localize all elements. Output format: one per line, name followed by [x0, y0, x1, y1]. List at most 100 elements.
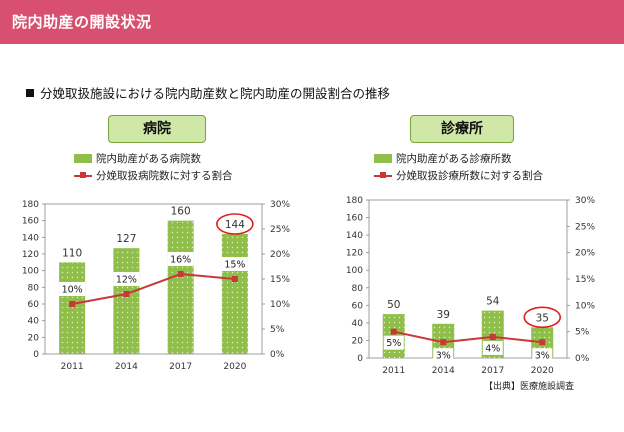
- page-title: 院内助産の開設状況: [12, 13, 152, 31]
- square-bullet-icon: [26, 89, 34, 97]
- bar-value-label: 110: [62, 247, 82, 259]
- bar-swatch-icon: [374, 154, 392, 163]
- line-marker-icon: [74, 171, 92, 180]
- y-left-tick-label: 160: [22, 217, 39, 227]
- chart-hospital: 0 20 40 60 80 100 120 140 160 180 0% 5% 10% 15% 20% 25%…: [22, 200, 291, 372]
- section-subtitle: 分娩取扱施設における院内助産数と院内助産の開設割合の推移: [26, 83, 390, 102]
- ratio-label: 3%: [436, 351, 451, 362]
- ratio-point: [390, 328, 397, 335]
- ratio-label-box: [532, 348, 553, 363]
- legend-item-bar: 院内助産がある診療所数: [374, 150, 543, 167]
- x-tick-label: 2014: [115, 362, 138, 372]
- y-left-tick-label: 160: [346, 214, 363, 224]
- bar: [167, 220, 194, 354]
- highlight-ellipse: [523, 306, 562, 329]
- y-left-tick-label: 120: [346, 249, 363, 259]
- y-left-tick-label: 180: [22, 200, 39, 210]
- ratio-point: [123, 291, 130, 297]
- x-tick-label: 2017: [481, 366, 504, 376]
- y-right-tick-label: 20%: [575, 249, 595, 259]
- legend-label: 院内助産がある診療所数: [396, 153, 512, 165]
- bar-value-label: 50: [387, 299, 400, 311]
- ratio-label-box: [167, 252, 194, 266]
- legend-hospital: 院内助産がある病院数 分娩取扱病院数に対する割合: [74, 150, 233, 184]
- highlight-ellipse: [216, 213, 254, 235]
- bar: [59, 262, 86, 354]
- x-tick-label: 2020: [531, 366, 554, 376]
- ratio-label: 4%: [485, 343, 500, 354]
- y-right-tick-label: 5%: [270, 325, 285, 335]
- y-left-tick-label: 20: [352, 336, 364, 346]
- ratio-line: [393, 330, 543, 344]
- legend-item-bar: 院内助産がある病院数: [74, 150, 233, 167]
- y-left-tick-label: 20: [28, 333, 40, 343]
- header-bar: 院内助産の開設状況: [0, 0, 624, 44]
- legend-item-line: 分娩取扱病院数に対する割合: [74, 167, 233, 184]
- x-tick-label: 2014: [432, 366, 455, 376]
- y-left-tick-label: 100: [22, 267, 39, 277]
- x-tick-label: 2017: [169, 362, 192, 372]
- y-right-tick-label: 15%: [575, 275, 595, 285]
- ratio-label: 5%: [386, 338, 401, 349]
- bar-value-label: 127: [116, 233, 136, 245]
- y-right-tick-label: 10%: [575, 301, 595, 311]
- ratio-point: [177, 271, 184, 277]
- subtitle-text: 分娩取扱施設における院内助産数と院内助産の開設割合の推移: [40, 86, 391, 101]
- legend-label: 分娩取扱病院数に対する割合: [96, 170, 233, 182]
- ratio-point: [539, 339, 546, 346]
- panel-label-hospital: 病院: [108, 115, 206, 143]
- y-right-tick-label: 0%: [270, 350, 285, 360]
- bar-value-label: 160: [171, 206, 191, 218]
- legend-label: 分娩取扱診療所数に対する割合: [396, 170, 543, 182]
- y-right-tick-label: 5%: [575, 328, 590, 338]
- y-left-tick-label: 100: [346, 266, 363, 276]
- bar-value-label: 54: [486, 296, 500, 308]
- bar: [113, 248, 140, 354]
- y-right-tick-label: 10%: [270, 300, 290, 310]
- ratio-label-box: [113, 272, 140, 286]
- legend-item-line: 分娩取扱診療所数に対する割合: [374, 167, 543, 184]
- legend-clinic: 院内助産がある診療所数 分娩取扱診療所数に対する割合: [374, 150, 543, 184]
- y-left-tick-label: 120: [22, 250, 39, 260]
- line-marker-icon: [374, 171, 392, 180]
- ratio-label-box: [383, 335, 404, 350]
- ratio-point: [231, 276, 238, 282]
- ratio-label: 10%: [62, 285, 83, 296]
- y-left-tick-label: 40: [28, 317, 40, 327]
- bar-value-label: 144: [225, 219, 245, 231]
- ratio-label: 12%: [116, 275, 137, 286]
- bar-value-label: 39: [437, 309, 450, 321]
- ratio-point: [489, 333, 496, 340]
- x-tick-label: 2020: [223, 362, 246, 372]
- ratio-label-box: [433, 348, 454, 363]
- legend-label: 院内助産がある病院数: [96, 153, 201, 165]
- y-left-tick-label: 140: [22, 233, 39, 243]
- ratio-label-box: [221, 257, 248, 271]
- ratio-label-box: [482, 340, 503, 355]
- ratio-label-box: [59, 282, 86, 296]
- y-right-tick-label: 25%: [270, 225, 290, 235]
- y-left-tick-label: 40: [352, 319, 364, 329]
- y-right-tick-label: 30%: [575, 196, 595, 206]
- source-note: 【出典】医療施設調査: [484, 382, 575, 392]
- y-left-tick-label: 140: [346, 231, 363, 241]
- ratio-label: 15%: [224, 260, 245, 271]
- y-left-tick-label: 0: [33, 350, 39, 360]
- y-left-tick-label: 60: [352, 301, 364, 311]
- y-left-tick-label: 180: [346, 196, 363, 206]
- bar-swatch-icon: [74, 154, 92, 163]
- y-right-tick-label: 25%: [575, 222, 595, 232]
- y-left-tick-label: 60: [28, 300, 40, 310]
- bar: [221, 234, 248, 354]
- y-left-tick-label: 0: [357, 354, 363, 364]
- y-left-tick-label: 80: [352, 284, 364, 294]
- ratio-label: 16%: [170, 255, 191, 266]
- y-right-tick-label: 0%: [575, 354, 590, 364]
- ratio-point: [69, 301, 76, 307]
- ratio-point: [440, 339, 447, 346]
- ratio-label: 3%: [535, 351, 550, 362]
- bar-value-label: 35: [536, 312, 549, 324]
- ratio-line: [71, 272, 235, 305]
- x-tick-label: 2011: [61, 362, 84, 372]
- y-right-tick-label: 20%: [270, 250, 290, 260]
